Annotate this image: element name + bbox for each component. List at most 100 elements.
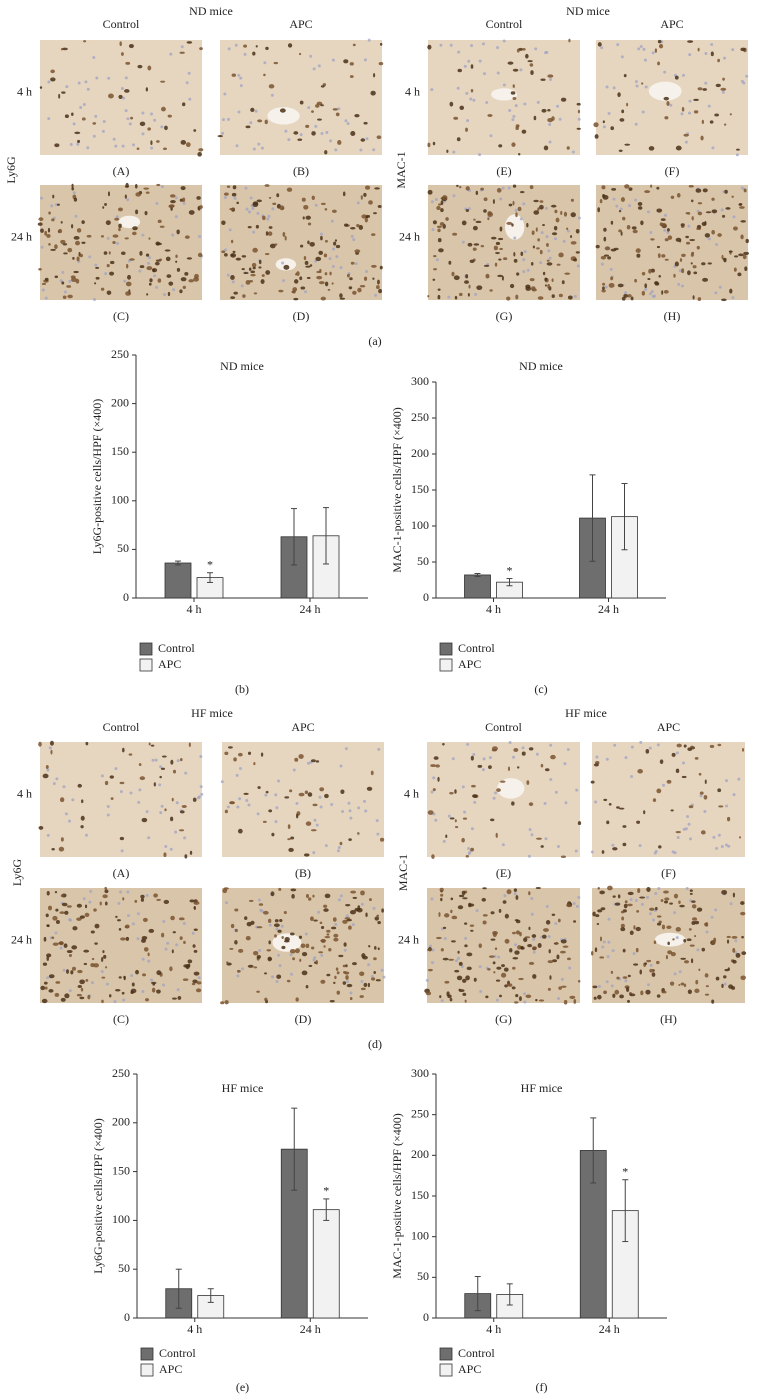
stained-cell xyxy=(645,748,650,754)
stained-cell xyxy=(490,818,495,822)
panel-label: (H) xyxy=(660,1012,677,1026)
stained-cell xyxy=(196,196,201,200)
stained-cell xyxy=(381,908,384,913)
nucleus xyxy=(654,891,658,895)
stained-cell xyxy=(118,223,122,229)
stained-cell xyxy=(711,197,715,201)
stained-cell xyxy=(470,755,474,761)
stained-cell xyxy=(702,277,709,282)
stained-cell xyxy=(119,836,125,841)
stained-cell xyxy=(335,967,339,971)
nucleus xyxy=(92,298,96,302)
y-tick-label: 100 xyxy=(411,1228,429,1242)
stained-cell xyxy=(45,913,49,918)
nucleus xyxy=(457,956,461,960)
stained-cell xyxy=(363,192,367,197)
stained-cell xyxy=(685,212,689,215)
stained-cell xyxy=(221,220,226,226)
legend-label: APC xyxy=(458,1362,481,1376)
nucleus xyxy=(199,785,203,789)
stained-cell xyxy=(654,906,658,911)
error-bar xyxy=(474,573,481,577)
nucleus xyxy=(102,119,106,123)
nucleus xyxy=(595,755,599,759)
stained-cell xyxy=(331,282,334,285)
legend-swatch xyxy=(139,642,153,656)
stained-cell xyxy=(457,68,462,73)
stained-cell xyxy=(168,281,174,286)
stained-cell xyxy=(339,297,346,300)
stained-cell xyxy=(142,973,147,977)
nucleus xyxy=(257,142,261,146)
nucleus xyxy=(734,950,738,954)
nucleus xyxy=(332,247,336,251)
nucleus xyxy=(114,144,118,148)
nucleus xyxy=(597,984,601,988)
stained-cell xyxy=(601,185,606,190)
nucleus xyxy=(639,740,643,744)
stained-cell xyxy=(161,932,165,938)
nucleus xyxy=(341,809,345,813)
nucleus xyxy=(282,279,286,283)
stained-cell xyxy=(360,195,363,200)
nucleus xyxy=(77,81,81,85)
stained-cell xyxy=(42,962,48,966)
stained-cell xyxy=(119,781,125,785)
nucleus xyxy=(105,982,109,986)
stained-cell xyxy=(101,957,104,962)
nucleus xyxy=(74,214,78,218)
stained-cell xyxy=(58,846,65,852)
stained-cell xyxy=(721,983,724,988)
stained-cell xyxy=(332,108,338,111)
stained-cell xyxy=(224,751,229,756)
stained-cell xyxy=(349,910,356,915)
nucleus xyxy=(431,228,435,232)
nucleus xyxy=(119,890,123,894)
stained-cell xyxy=(643,810,646,815)
nucleus xyxy=(158,783,162,787)
stained-cell xyxy=(264,119,268,125)
nucleus xyxy=(284,129,288,133)
nucleus xyxy=(549,778,553,782)
stained-cell xyxy=(310,946,315,950)
stained-cell xyxy=(545,920,551,925)
stained-cell xyxy=(348,286,353,290)
stained-cell xyxy=(356,223,360,228)
nucleus xyxy=(605,757,609,761)
stained-cell xyxy=(697,211,703,216)
nucleus xyxy=(52,782,56,786)
stained-cell xyxy=(736,148,740,151)
stained-cell xyxy=(279,918,283,923)
nucleus xyxy=(235,144,239,148)
stained-cell xyxy=(248,899,254,902)
stained-cell xyxy=(681,775,687,779)
nucleus xyxy=(545,904,549,908)
stained-cell xyxy=(458,961,463,966)
stained-cell xyxy=(573,999,577,1004)
stained-cell xyxy=(738,253,744,257)
stained-cell xyxy=(248,279,254,283)
stained-cell xyxy=(48,989,54,993)
micrograph xyxy=(427,184,581,301)
nucleus xyxy=(363,58,367,62)
stained-cell xyxy=(150,140,153,146)
y-tick-label: 250 xyxy=(411,1106,429,1120)
stained-cell xyxy=(46,956,49,961)
column-label: APC xyxy=(660,17,683,31)
stained-cell xyxy=(657,39,662,44)
stained-cell xyxy=(496,966,502,970)
nucleus xyxy=(324,844,328,848)
stained-cell xyxy=(377,921,381,925)
stained-cell xyxy=(440,208,444,213)
stained-cell xyxy=(295,997,299,1002)
nucleus xyxy=(328,257,332,261)
stained-cell xyxy=(680,982,685,986)
stained-cell xyxy=(308,897,312,901)
nucleus xyxy=(601,945,605,949)
nucleus xyxy=(277,779,281,783)
stained-cell xyxy=(109,260,115,265)
stained-cell xyxy=(454,789,457,794)
nucleus xyxy=(241,967,245,971)
stained-cell xyxy=(531,934,537,938)
stained-cell xyxy=(276,193,280,198)
